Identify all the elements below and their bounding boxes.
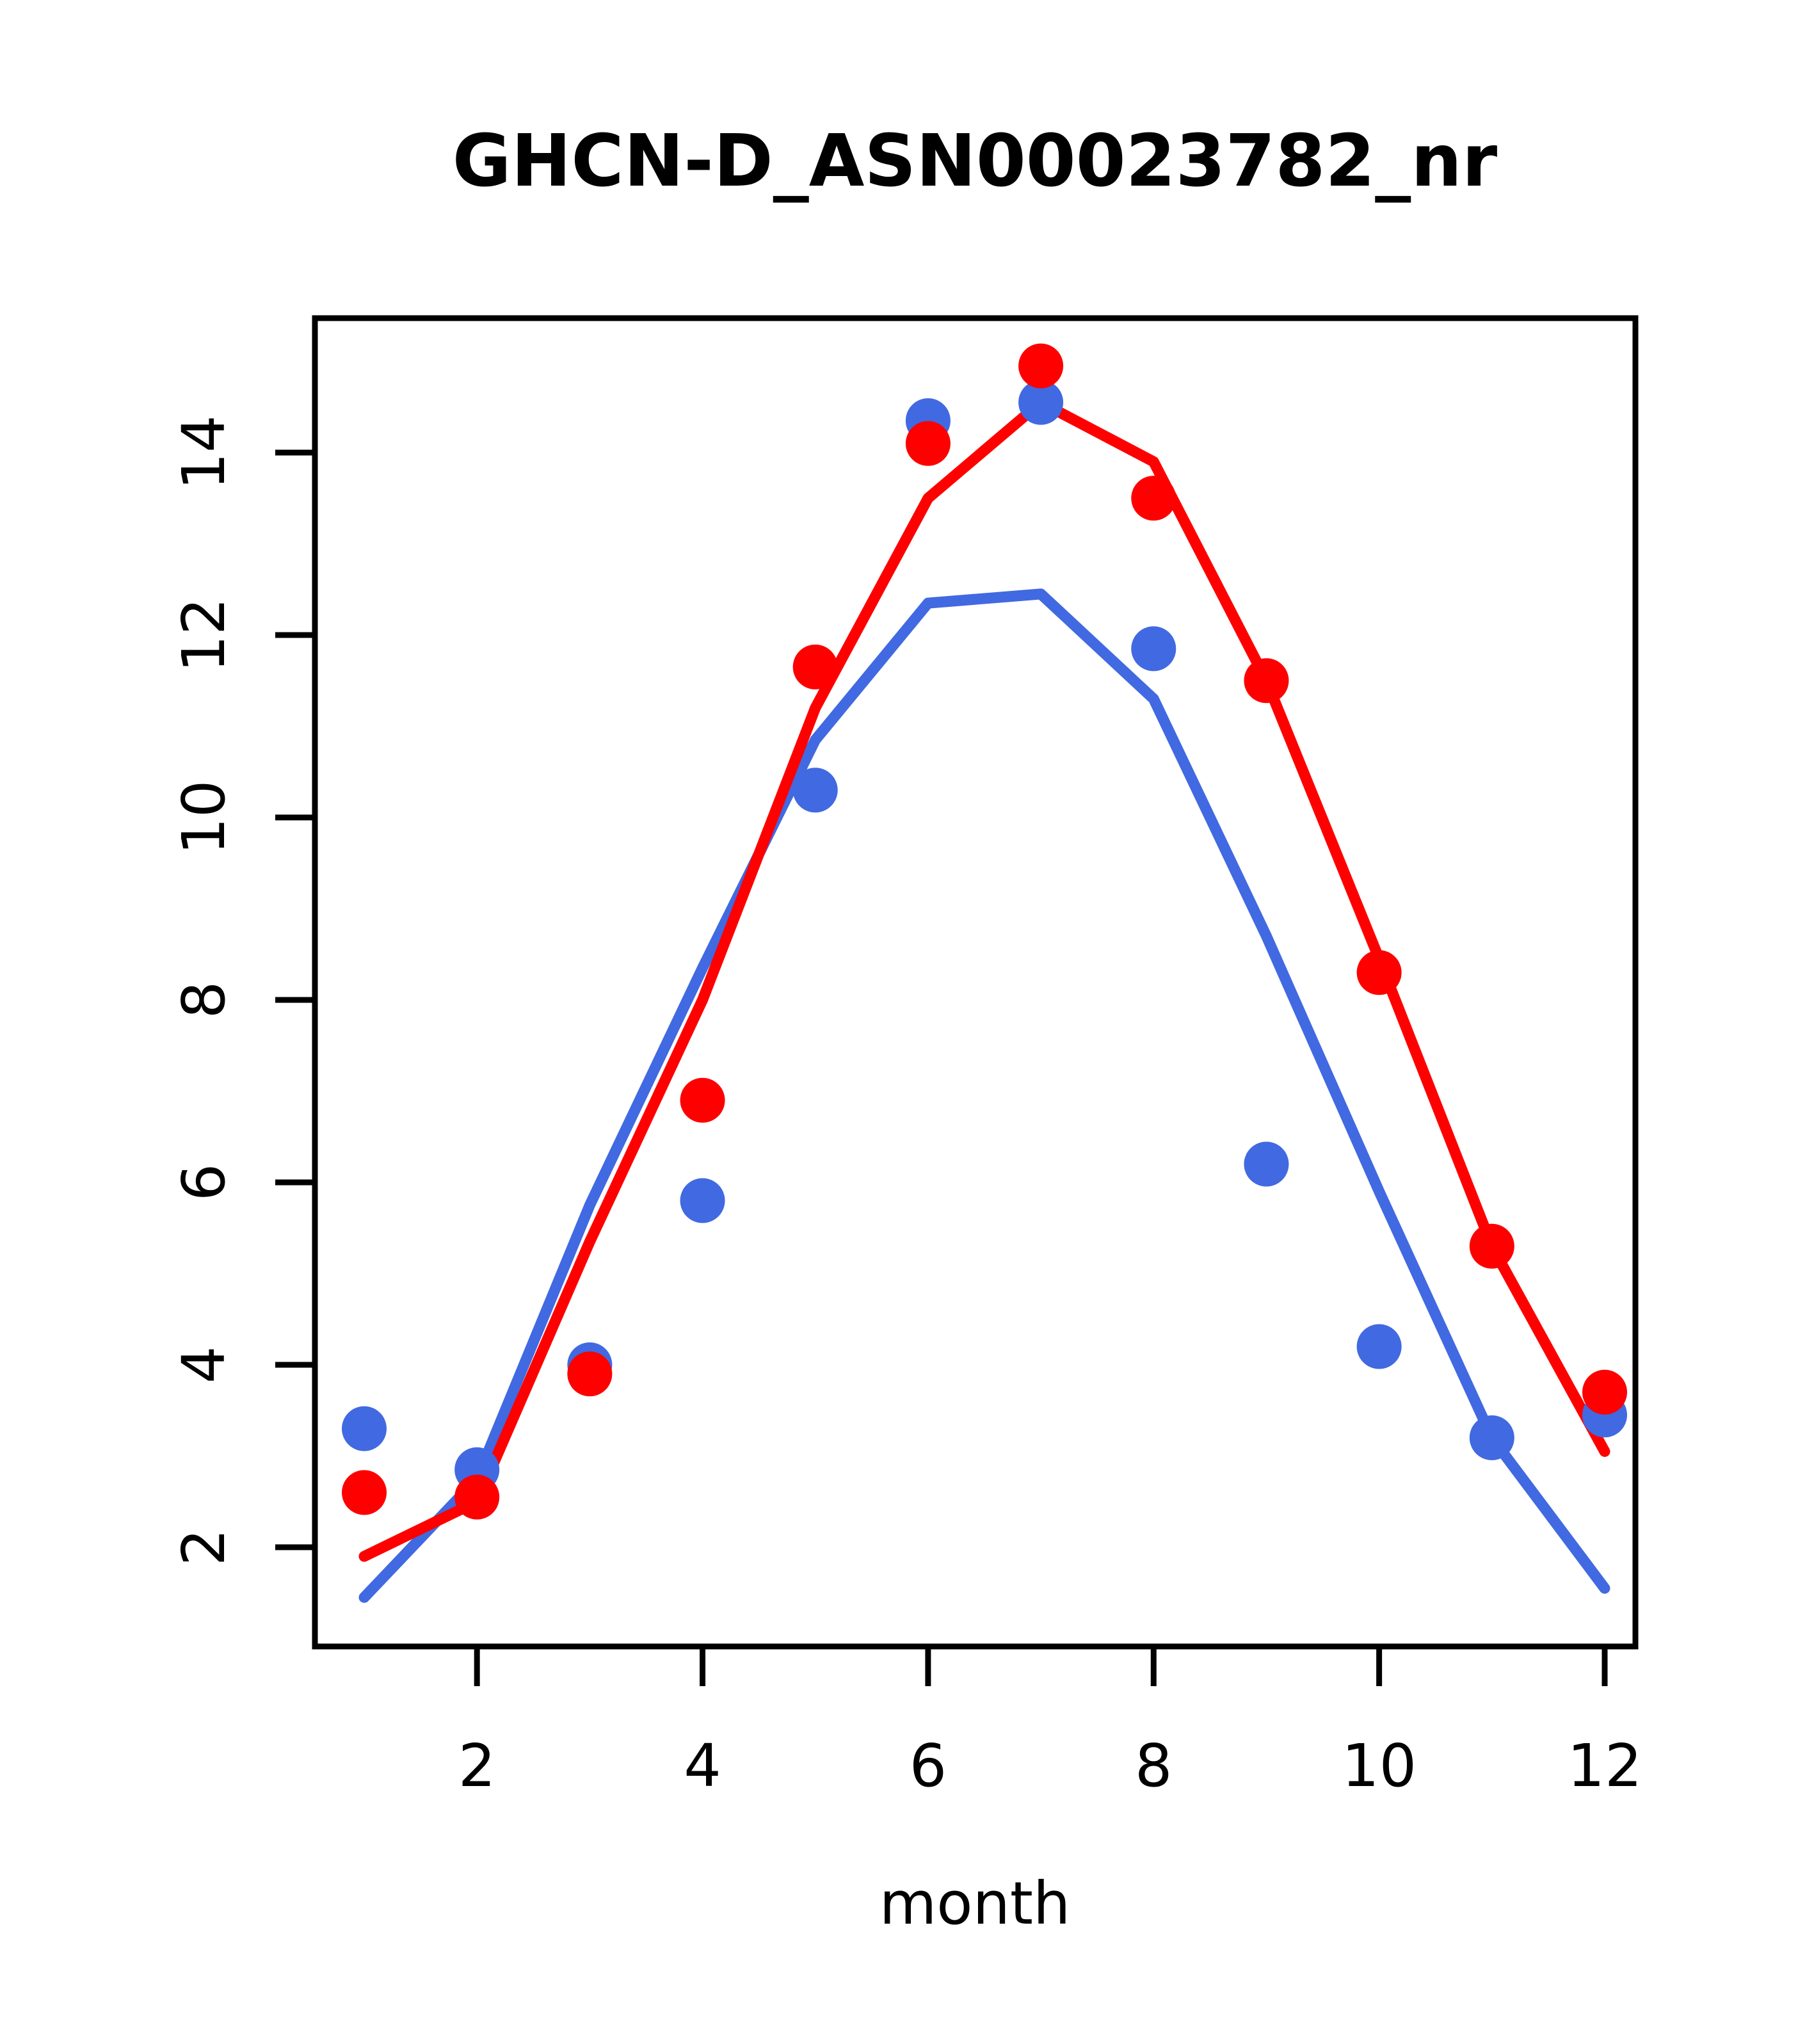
red-monthly-points-point xyxy=(792,644,838,689)
y-tick-label: 8 xyxy=(170,981,238,1019)
y-tick-label: 2 xyxy=(170,1529,238,1566)
axes-layer: 2 4 6 8 10 12 2 4 6 8 10 12 14 xyxy=(170,415,1642,1800)
red-monthly-points-point xyxy=(680,1077,725,1123)
x-axis-ticks: 2 4 6 8 10 12 xyxy=(458,1646,1642,1800)
x-axis-label: month xyxy=(879,1869,1071,1938)
red-monthly-points-point xyxy=(454,1474,500,1520)
red-monthly-points xyxy=(342,343,1627,1520)
y-tick-label: 12 xyxy=(170,597,238,672)
red-monthly-points-point xyxy=(1018,343,1064,389)
x-tick-label: 10 xyxy=(1342,1732,1417,1800)
y-tick-label: 6 xyxy=(170,1164,238,1202)
x-tick-label: 8 xyxy=(1135,1732,1173,1800)
red-monthly-points-point xyxy=(342,1470,387,1515)
x-tick-label: 4 xyxy=(684,1732,721,1800)
blue-monthly-points-point xyxy=(1018,380,1064,425)
red-monthly-points-point xyxy=(1244,658,1289,704)
red-fitted-line xyxy=(358,397,1610,1562)
blue-monthly-points-point xyxy=(342,1406,387,1451)
y-axis-ticks: 2 4 6 8 10 12 14 xyxy=(170,415,315,1566)
red-monthly-points-point xyxy=(1356,950,1402,995)
y-tick-label: 4 xyxy=(170,1346,238,1384)
x-tick-label: 12 xyxy=(1567,1732,1642,1800)
red-monthly-points-point xyxy=(1469,1223,1514,1269)
plot-box xyxy=(312,315,1639,1650)
red-monthly-points-point xyxy=(1582,1369,1627,1415)
y-tick-label: 14 xyxy=(170,415,238,490)
x-tick-label: 6 xyxy=(910,1732,947,1800)
blue-fitted-line xyxy=(358,588,1610,1603)
red-monthly-points-point xyxy=(1131,476,1176,521)
y-tick-label: 10 xyxy=(170,780,238,855)
blue-monthly-points-point xyxy=(792,768,838,813)
blue-monthly-points-point xyxy=(1469,1415,1514,1460)
blue-monthly-points-point xyxy=(1356,1324,1402,1369)
red-monthly-points-point xyxy=(567,1351,613,1397)
chart-title: GHCN-D_ASN00023782_nr xyxy=(453,120,1498,203)
blue-monthly-points-point xyxy=(680,1178,725,1223)
blue-monthly-points-point xyxy=(1244,1141,1289,1187)
blue-monthly-points-point xyxy=(1131,626,1176,672)
x-tick-label: 2 xyxy=(458,1732,496,1800)
data-marks-layer xyxy=(342,343,1627,1603)
red-monthly-points-point xyxy=(905,421,951,466)
